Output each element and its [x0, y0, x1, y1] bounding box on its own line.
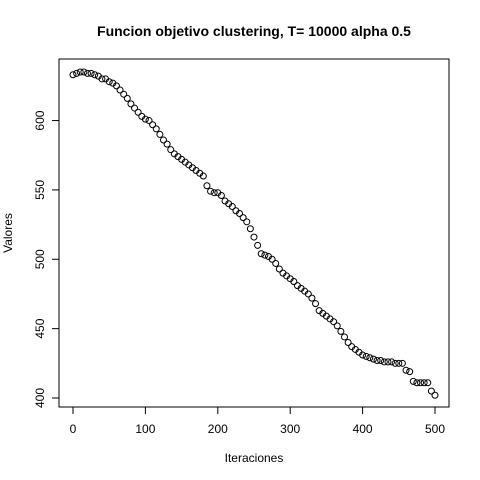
data-point — [236, 209, 244, 217]
data-point — [254, 241, 262, 249]
data-point — [261, 251, 269, 259]
data-point — [359, 351, 367, 359]
y-tick-label: 400 — [33, 388, 47, 408]
data-point — [366, 354, 374, 362]
data-point — [112, 82, 120, 90]
y-tick-label: 550 — [33, 180, 47, 200]
data-point — [384, 358, 392, 366]
data-point — [127, 100, 135, 108]
data-point — [239, 214, 247, 222]
data-point — [91, 71, 99, 79]
data-point — [131, 104, 139, 112]
data-point — [73, 69, 81, 77]
data-point — [199, 172, 207, 180]
data-point — [149, 121, 157, 129]
x-tick-label: 300 — [280, 422, 300, 436]
data-point — [257, 250, 265, 258]
data-point — [134, 108, 142, 116]
y-tick-label: 500 — [33, 249, 47, 269]
data-point — [388, 358, 396, 366]
chart-title: Funcion objetivo clustering, T= 10000 al… — [97, 23, 411, 39]
data-point — [398, 359, 406, 367]
data-point — [268, 255, 276, 263]
data-point — [141, 115, 149, 123]
data-point — [312, 300, 320, 308]
x-tick-label: 100 — [135, 422, 155, 436]
data-point — [123, 94, 131, 102]
data-point — [228, 203, 236, 211]
x-tick-label: 0 — [70, 422, 77, 436]
data-point — [98, 75, 106, 83]
data-point — [156, 130, 164, 138]
data-point — [369, 355, 377, 363]
data-point — [203, 182, 211, 190]
data-point — [207, 187, 215, 195]
data-point — [337, 327, 345, 335]
data-point — [344, 339, 352, 347]
plot-frame — [58, 58, 450, 408]
data-point — [87, 69, 95, 77]
data-point — [402, 366, 410, 374]
x-tick-label: 400 — [353, 422, 373, 436]
y-axis-label: Valores — [1, 213, 15, 253]
data-point — [272, 259, 280, 267]
x-axis-label: Iteraciones — [225, 451, 284, 465]
data-point — [409, 377, 417, 385]
y-tick-label: 450 — [33, 318, 47, 338]
data-point — [152, 125, 160, 133]
data-point — [243, 218, 251, 226]
data-point — [105, 78, 113, 86]
data-point — [413, 379, 421, 387]
data-point — [76, 68, 84, 76]
data-point — [290, 277, 298, 285]
data-point — [275, 265, 283, 273]
data-point — [362, 352, 370, 360]
y-tick-label: 600 — [33, 110, 47, 130]
data-point — [160, 136, 167, 144]
data-point — [330, 318, 338, 326]
data-point — [83, 69, 91, 77]
data-point — [246, 225, 254, 233]
data-point — [120, 90, 128, 98]
data-point — [308, 294, 316, 302]
x-axis: 0 100 200 300 400 500 — [70, 406, 445, 436]
data-point — [391, 359, 399, 367]
data-point — [417, 379, 425, 387]
data-point — [69, 71, 77, 79]
data-point — [431, 391, 439, 399]
data-point — [395, 359, 403, 367]
data-point — [167, 146, 175, 154]
x-tick-label: 500 — [425, 422, 445, 436]
data-point — [380, 358, 388, 366]
data-point — [210, 189, 218, 197]
x-tick-label: 200 — [208, 422, 228, 436]
data-point — [373, 357, 381, 365]
data-point — [341, 333, 348, 341]
y-axis: 400 450 500 550 600 — [33, 110, 60, 408]
data-point — [163, 140, 171, 148]
data-point — [424, 379, 432, 387]
data-point — [145, 117, 153, 125]
data-point — [304, 290, 312, 298]
data-point — [116, 86, 124, 94]
data-point — [427, 387, 435, 395]
data-point — [377, 357, 385, 365]
data-point — [80, 68, 88, 76]
data-point — [333, 322, 341, 330]
data-point — [420, 379, 428, 387]
data-point — [406, 368, 414, 376]
data-point — [250, 233, 258, 241]
data-points — [69, 68, 439, 399]
data-point — [217, 191, 225, 199]
